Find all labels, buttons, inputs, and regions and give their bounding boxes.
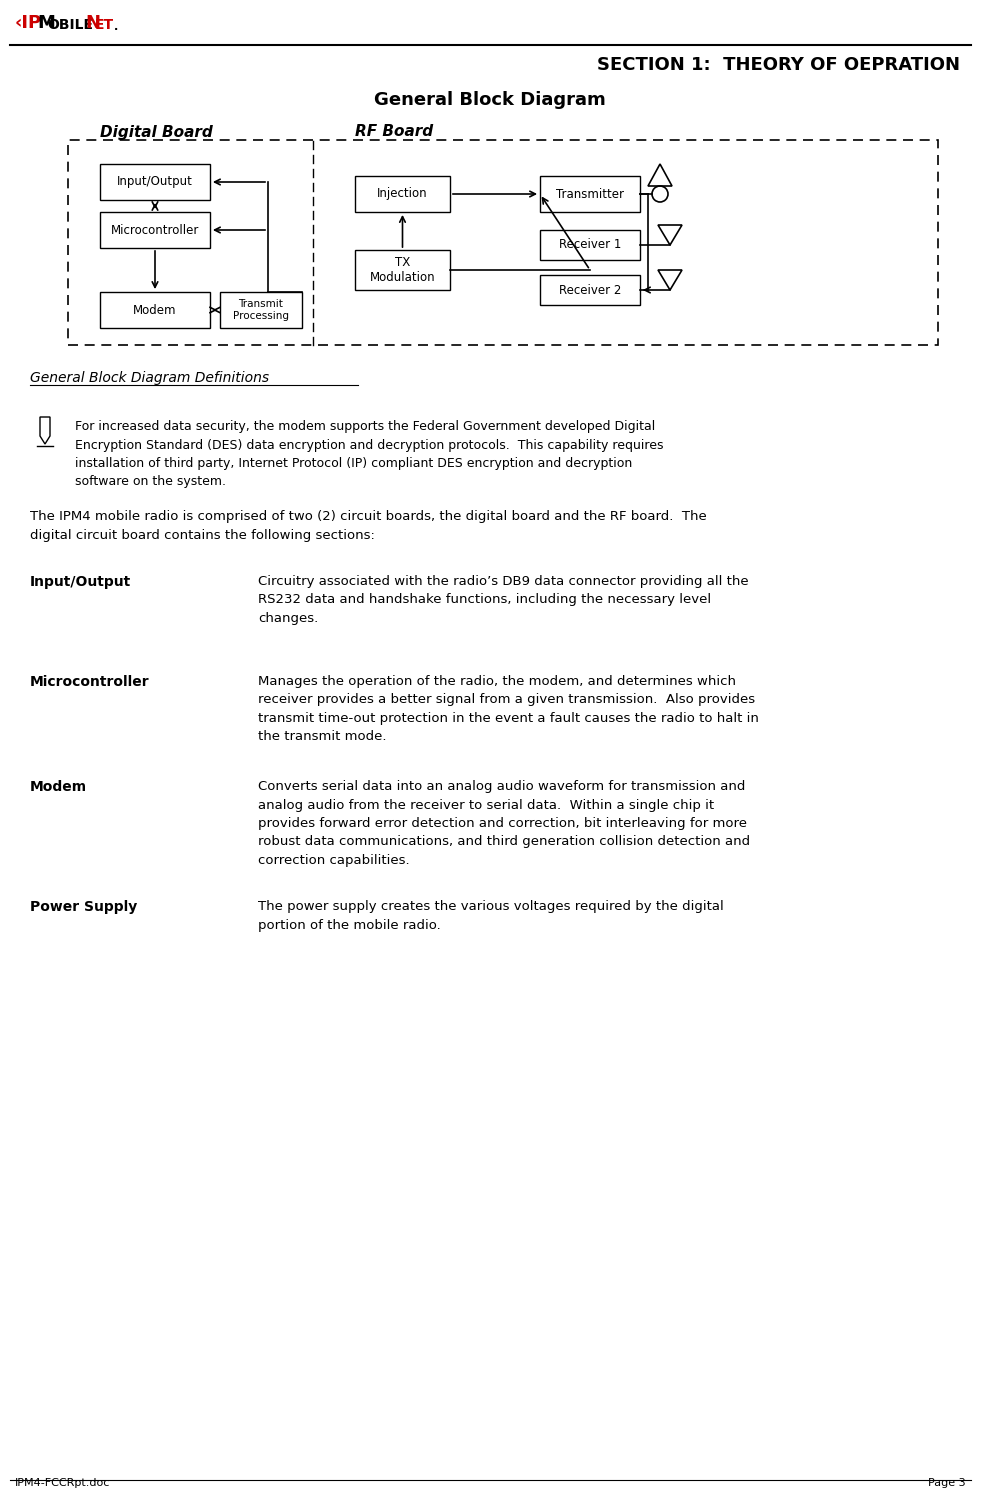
Text: Microcontroller: Microcontroller — [30, 675, 150, 688]
Text: Page 3: Page 3 — [928, 1478, 966, 1488]
Text: For increased data security, the modem supports the Federal Government developed: For increased data security, the modem s… — [75, 420, 663, 489]
Bar — [100, 164, 210, 200]
Text: RF Board: RF Board — [355, 124, 434, 140]
Bar — [540, 230, 640, 260]
Text: Circuitry associated with the radio’s DB9 data connector providing all the
RS232: Circuitry associated with the radio’s DB… — [258, 574, 749, 626]
Text: Transmitter: Transmitter — [556, 188, 624, 201]
Text: Microcontroller: Microcontroller — [111, 224, 199, 237]
Text: General Block Diagram Definitions: General Block Diagram Definitions — [30, 370, 269, 386]
Bar — [100, 292, 210, 328]
Text: Transmit
Processing: Transmit Processing — [233, 298, 289, 321]
Text: SECTION 1:  THEORY OF OEPRATION: SECTION 1: THEORY OF OEPRATION — [597, 56, 960, 74]
Bar — [220, 292, 302, 328]
Text: ET: ET — [95, 18, 114, 32]
Text: The IPM4 mobile radio is comprised of two (2) circuit boards, the digital board : The IPM4 mobile radio is comprised of tw… — [30, 510, 706, 542]
Text: IPM4-FCCRpt.doc: IPM4-FCCRpt.doc — [15, 1478, 111, 1488]
Text: OBILE: OBILE — [47, 18, 93, 32]
Bar — [100, 211, 210, 248]
Bar — [355, 176, 450, 211]
Text: Input/Output: Input/Output — [117, 176, 193, 189]
Text: Receiver 2: Receiver 2 — [559, 284, 621, 297]
Text: TX
Modulation: TX Modulation — [370, 256, 436, 284]
Text: The power supply creates the various voltages required by the digital
portion of: The power supply creates the various vol… — [258, 900, 724, 932]
Text: Receiver 1: Receiver 1 — [559, 238, 621, 252]
Text: Manages the operation of the radio, the modem, and determines which
receiver pro: Manages the operation of the radio, the … — [258, 675, 759, 744]
Bar — [355, 251, 450, 290]
Bar — [68, 140, 938, 345]
Text: Converts serial data into an analog audio waveform for transmission and
analog a: Converts serial data into an analog audi… — [258, 780, 750, 867]
Text: Injection: Injection — [377, 188, 428, 201]
Bar — [540, 176, 640, 211]
Text: M: M — [37, 13, 55, 32]
Text: General Block Diagram: General Block Diagram — [374, 92, 606, 110]
Bar — [540, 274, 640, 304]
Text: Modem: Modem — [30, 780, 87, 794]
Text: .: . — [114, 22, 119, 32]
Text: Input/Output: Input/Output — [30, 574, 131, 590]
Text: Power Supply: Power Supply — [30, 900, 137, 914]
Text: N: N — [85, 13, 100, 32]
Text: Digital Board: Digital Board — [100, 124, 213, 140]
Text: Modem: Modem — [133, 303, 177, 316]
Text: ‹IP: ‹IP — [15, 13, 42, 32]
